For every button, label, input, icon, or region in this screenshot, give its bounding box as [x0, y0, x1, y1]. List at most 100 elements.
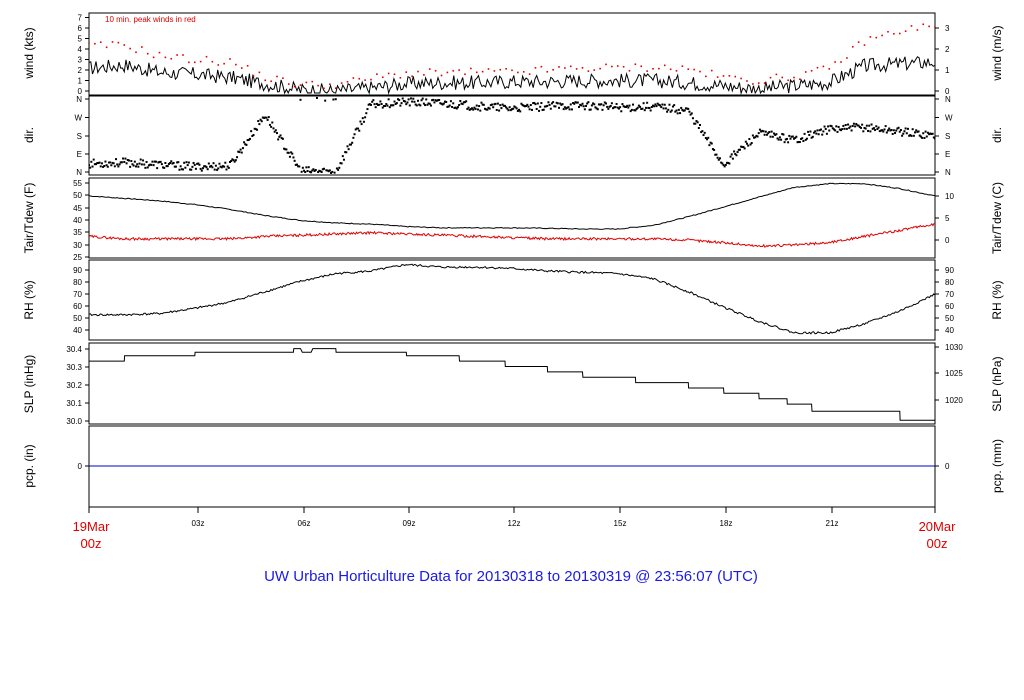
direction-point [409, 97, 412, 100]
direction-point [533, 101, 536, 104]
direction-point [741, 145, 744, 148]
peak-wind-point [193, 61, 196, 64]
direction-point [286, 151, 289, 154]
direction-point [613, 106, 616, 109]
peak-wind-point [205, 55, 208, 58]
direction-point [561, 103, 564, 106]
direction-point [679, 112, 682, 115]
direction-point [721, 162, 724, 165]
peak-wind-point [305, 81, 308, 84]
direction-point [520, 102, 523, 105]
direction-point [217, 167, 220, 170]
direction-point [871, 127, 874, 130]
peak-wind-point [399, 76, 402, 79]
peak-wind-point [705, 75, 707, 78]
peak-wind-point [628, 69, 631, 72]
direction-point [467, 106, 470, 109]
direction-point [231, 158, 234, 161]
direction-point [546, 104, 549, 107]
direction-point [785, 137, 788, 140]
direction-point [637, 104, 640, 107]
direction-point [727, 161, 730, 164]
direction-point [185, 161, 188, 164]
direction-point [283, 147, 286, 150]
peak-wind-point [528, 73, 531, 75]
direction-point [812, 131, 815, 134]
peak-wind-point [452, 70, 455, 72]
y-tick-label-left: 30 [73, 241, 82, 250]
direction-point [355, 127, 358, 130]
direction-point [884, 125, 887, 128]
direction-point [496, 102, 499, 105]
direction-point [737, 148, 740, 151]
direction-point [734, 152, 737, 155]
direction-point [163, 166, 166, 169]
direction-point [512, 107, 515, 110]
direction-point [919, 135, 922, 138]
direction-point [689, 113, 692, 116]
direction-point [391, 104, 394, 107]
panel-sea-level-pressure: 30.0 30.1 30.2 30.3 30.4 1020 1025 1030 SLP (inH… [22, 342, 1004, 426]
direction-point [494, 102, 497, 105]
direction-point [562, 108, 565, 111]
y-tick-label-left: S [77, 132, 82, 141]
direction-point [796, 141, 799, 144]
direction-point [288, 155, 291, 158]
direction-point [708, 144, 711, 147]
peak-wind-point [411, 75, 413, 78]
direction-point [200, 169, 203, 172]
direction-point [339, 162, 342, 165]
direction-point [802, 140, 805, 143]
direction-point [150, 163, 153, 166]
direction-point [596, 108, 599, 111]
y-tick-label-right: N [945, 168, 951, 177]
direction-point [446, 105, 449, 108]
direction-point [216, 168, 219, 171]
direction-point [516, 109, 519, 112]
direction-point [319, 170, 322, 173]
direction-point [917, 130, 920, 133]
peak-wind-point [464, 73, 466, 76]
direction-point [466, 107, 469, 110]
direction-point [299, 98, 302, 101]
direction-point [808, 133, 811, 136]
direction-point [473, 106, 476, 109]
direction-point [804, 138, 807, 141]
direction-point [918, 134, 921, 137]
peak-wind-point [863, 44, 866, 46]
direction-point [720, 161, 723, 164]
direction-point [362, 120, 365, 123]
direction-point [172, 161, 175, 164]
direction-point [709, 141, 712, 144]
direction-point [850, 129, 853, 132]
direction-point [344, 151, 347, 154]
direction-point [89, 166, 92, 169]
peak-wind-point [722, 75, 725, 77]
direction-point [601, 108, 604, 111]
direction-point [798, 141, 801, 144]
peak-wind-point [199, 60, 202, 63]
direction-point [138, 162, 141, 165]
direction-point [277, 138, 280, 141]
direction-point [452, 102, 455, 105]
direction-point [536, 102, 539, 105]
direction-point [318, 169, 321, 172]
direction-point [346, 145, 349, 148]
direction-point [340, 162, 343, 165]
direction-point [554, 105, 557, 108]
direction-point [325, 169, 328, 172]
direction-point [464, 101, 466, 104]
direction-point [238, 151, 241, 154]
direction-point [849, 125, 852, 128]
direction-point [693, 122, 696, 125]
direction-point [626, 104, 629, 107]
direction-point [555, 101, 558, 104]
direction-point [304, 171, 307, 174]
peak-wind-point [229, 58, 231, 60]
direction-point [227, 166, 230, 169]
direction-point [427, 102, 430, 105]
direction-point [449, 100, 452, 103]
peak-wind-point [123, 44, 126, 46]
peak-wind-point [129, 47, 131, 50]
